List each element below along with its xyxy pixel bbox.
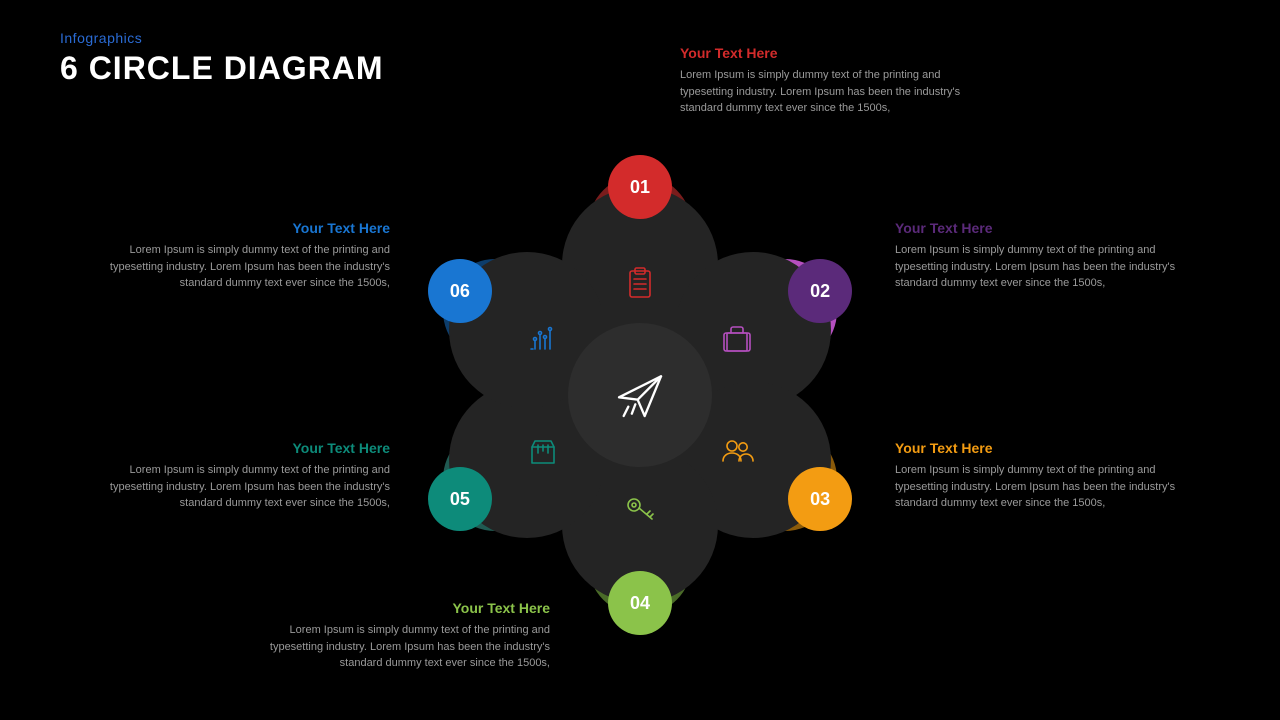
text-block: Your Text Here Lorem Ipsum is simply dum… [90, 220, 390, 292]
number-badge: 01 [608, 155, 672, 219]
item-body: Lorem Ipsum is simply dummy text of the … [90, 462, 390, 512]
number-badge: 05 [428, 467, 492, 531]
text-block: Your Text Here Lorem Ipsum is simply dum… [90, 440, 390, 512]
number-badge: 06 [428, 259, 492, 323]
clipboard-icon [620, 263, 660, 303]
briefcase-icon [717, 319, 757, 359]
text-block: Your Text Here Lorem Ipsum is simply dum… [895, 440, 1195, 512]
item-body: Lorem Ipsum is simply dummy text of the … [250, 622, 550, 672]
item-title: Your Text Here [895, 220, 1195, 236]
badge-number: 04 [630, 593, 650, 614]
text-block: Your Text Here Lorem Ipsum is simply dum… [680, 45, 980, 117]
item-title: Your Text Here [90, 220, 390, 236]
item-title: Your Text Here [680, 45, 980, 61]
item-body: Lorem Ipsum is simply dummy text of the … [895, 462, 1195, 512]
item-body: Lorem Ipsum is simply dummy text of the … [90, 242, 390, 292]
key-icon [620, 487, 660, 527]
number-badge: 02 [788, 259, 852, 323]
item-body: Lorem Ipsum is simply dummy text of the … [895, 242, 1195, 292]
center-circle [568, 323, 712, 467]
number-badge: 04 [608, 571, 672, 635]
number-badge: 03 [788, 467, 852, 531]
badge-number: 06 [450, 281, 470, 302]
badge-number: 05 [450, 489, 470, 510]
users-icon [717, 431, 757, 471]
item-title: Your Text Here [250, 600, 550, 616]
chart-icon [523, 319, 563, 359]
box-icon [523, 431, 563, 471]
item-title: Your Text Here [90, 440, 390, 456]
badge-number: 02 [810, 281, 830, 302]
badge-number: 03 [810, 489, 830, 510]
item-title: Your Text Here [895, 440, 1195, 456]
item-body: Lorem Ipsum is simply dummy text of the … [680, 67, 980, 117]
paper-plane-icon [612, 367, 668, 423]
badge-number: 01 [630, 177, 650, 198]
text-block: Your Text Here Lorem Ipsum is simply dum… [895, 220, 1195, 292]
circle-diagram: 01 Your Text Here Lorem Ipsum is simply … [0, 0, 1280, 720]
text-block: Your Text Here Lorem Ipsum is simply dum… [250, 600, 550, 672]
